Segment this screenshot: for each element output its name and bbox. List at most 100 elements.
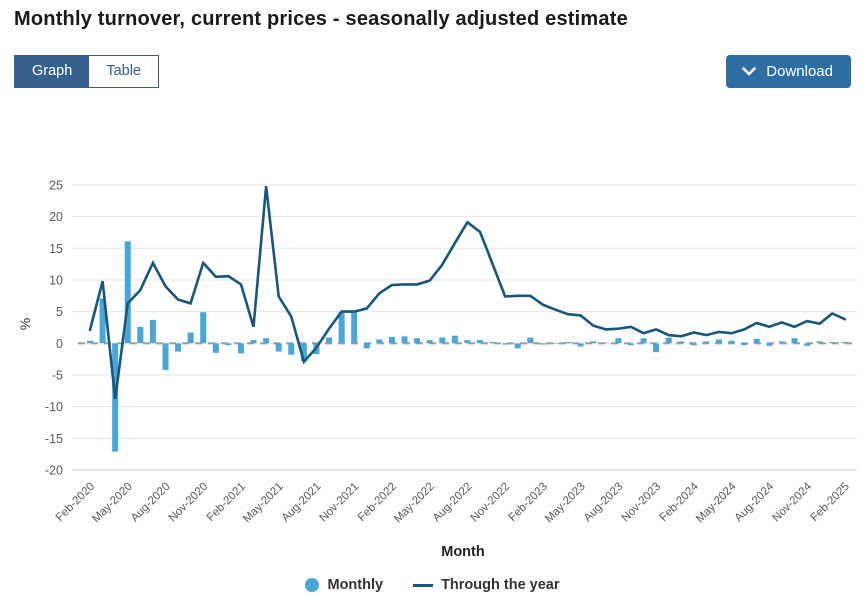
through-the-year-line[interactable] <box>88 186 847 400</box>
y-tick-label: -10 <box>45 400 63 414</box>
y-tick-label: -15 <box>45 432 63 446</box>
monthly-bar[interactable] <box>766 343 773 346</box>
monthly-bar[interactable] <box>162 343 169 370</box>
monthly-bar[interactable] <box>703 341 710 344</box>
monthly-bar[interactable] <box>778 341 785 344</box>
legend-label-monthly: Monthly <box>327 577 384 593</box>
x-tick-label: Nov-2022 <box>469 481 513 525</box>
y-tick-label: 10 <box>49 273 63 287</box>
monthly-bar[interactable] <box>590 341 597 344</box>
monthly-bar[interactable] <box>653 343 660 353</box>
monthly-bar[interactable] <box>388 336 395 344</box>
x-tick-label: May-2023 <box>543 481 588 526</box>
x-tick-label: Aug-2021 <box>280 481 324 525</box>
monthly-bar[interactable] <box>187 332 194 344</box>
y-tick-label: 5 <box>56 305 63 319</box>
y-tick-label: 0 <box>56 337 63 351</box>
monthly-bar[interactable] <box>99 298 106 344</box>
monthly-bar[interactable] <box>728 340 735 344</box>
monthly-bar[interactable] <box>716 339 722 344</box>
y-tick-label: 25 <box>49 178 63 192</box>
monthly-bar[interactable] <box>552 343 559 344</box>
y-tick-label: 15 <box>49 242 63 256</box>
monthly-bar[interactable] <box>263 338 270 344</box>
monthly-bar[interactable] <box>363 343 370 349</box>
monthly-bar[interactable] <box>376 339 383 344</box>
monthly-bar[interactable] <box>476 340 483 344</box>
monthly-bar[interactable] <box>791 338 798 344</box>
monthly-bar[interactable] <box>288 343 295 355</box>
view-tabs: Graph Table <box>14 55 159 88</box>
x-tick-label: Aug-2022 <box>431 481 475 525</box>
y-tick-label: 20 <box>49 210 63 224</box>
y-tick-label: -5 <box>52 368 63 382</box>
download-button[interactable]: Download <box>726 55 851 88</box>
monthly-bar[interactable] <box>124 241 131 344</box>
monthly-bar[interactable] <box>87 340 93 344</box>
monthly-bar[interactable] <box>212 343 219 353</box>
y-axis-tick-labels: 25 20 15 10 5 0 -5 -10 -15 -20 <box>45 178 63 477</box>
monthly-bar[interactable] <box>514 343 521 349</box>
x-tick-label: Nov-2023 <box>619 481 663 525</box>
monthly-bar[interactable] <box>237 343 244 354</box>
monthly-bar[interactable] <box>300 343 307 362</box>
legend-item-monthly[interactable]: Monthly <box>305 577 383 593</box>
monthly-bar[interactable] <box>351 311 358 344</box>
page-title: Monthly turnover, current prices - seaso… <box>14 8 628 30</box>
monthly-bar[interactable] <box>200 312 207 344</box>
monthly-bar[interactable] <box>640 338 647 344</box>
chart-legend: Monthly Through the year <box>0 577 865 593</box>
y-tick-label: -20 <box>45 463 63 477</box>
monthly-bar[interactable] <box>338 312 345 344</box>
monthly-bar[interactable] <box>627 343 634 346</box>
monthly-bar[interactable] <box>577 343 584 347</box>
tab-graph[interactable]: Graph <box>15 56 90 87</box>
monthly-bar[interactable] <box>502 343 509 345</box>
monthly-series-marker-icon <box>305 578 320 592</box>
monthly-bar[interactable] <box>539 343 546 345</box>
monthly-bar[interactable] <box>816 341 823 344</box>
x-tick-label: Nov-2020 <box>167 481 211 525</box>
monthly-bar[interactable] <box>225 343 232 346</box>
monthly-bar[interactable] <box>804 343 811 346</box>
monthly-bar[interactable] <box>137 326 144 344</box>
x-tick-label: Aug-2024 <box>733 480 777 524</box>
monthly-bar[interactable] <box>565 342 572 344</box>
x-axis-title: Month <box>441 544 484 560</box>
x-tick-label: Feb-2025 <box>809 481 852 524</box>
monthly-bar[interactable] <box>753 338 760 344</box>
monthly-bar[interactable] <box>439 337 446 344</box>
monthly-bar[interactable] <box>326 337 333 344</box>
x-axis-tick-labels: Feb-2020May-2020Aug-2020Nov-2020Feb-2021… <box>54 480 852 525</box>
monthly-bar[interactable] <box>829 342 836 344</box>
tab-table[interactable]: Table <box>89 56 158 87</box>
monthly-bar[interactable] <box>426 340 433 344</box>
gridlines <box>72 184 857 471</box>
monthly-bar[interactable] <box>275 343 282 352</box>
monthly-bar[interactable] <box>527 337 534 344</box>
controls-bar: Graph Table Download <box>14 55 851 89</box>
monthly-bar[interactable] <box>678 341 685 344</box>
monthly-bar[interactable] <box>665 337 672 344</box>
monthly-bar[interactable] <box>615 338 622 344</box>
legend-item-through-the-year[interactable]: Through the year <box>413 577 560 593</box>
monthly-bar[interactable] <box>489 342 496 344</box>
monthly-bar[interactable] <box>414 338 421 344</box>
monthly-bar[interactable] <box>451 335 458 344</box>
monthly-bar[interactable] <box>602 342 609 344</box>
x-tick-label: Aug-2023 <box>582 481 626 525</box>
monthly-bar[interactable] <box>175 343 182 352</box>
monthly-bar[interactable] <box>464 340 471 344</box>
x-tick-label: Nov-2021 <box>318 481 362 525</box>
through-the-year-series-marker-icon <box>413 583 434 587</box>
monthly-bar[interactable] <box>250 340 257 344</box>
monthly-bar[interactable] <box>149 319 156 344</box>
x-tick-label: Aug-2020 <box>129 481 173 525</box>
monthly-bar[interactable] <box>401 336 408 344</box>
monthly-bar[interactable] <box>690 343 697 346</box>
monthly-bar[interactable] <box>841 342 848 344</box>
monthly-bar[interactable] <box>741 343 748 346</box>
y-axis-title: % <box>17 318 33 330</box>
